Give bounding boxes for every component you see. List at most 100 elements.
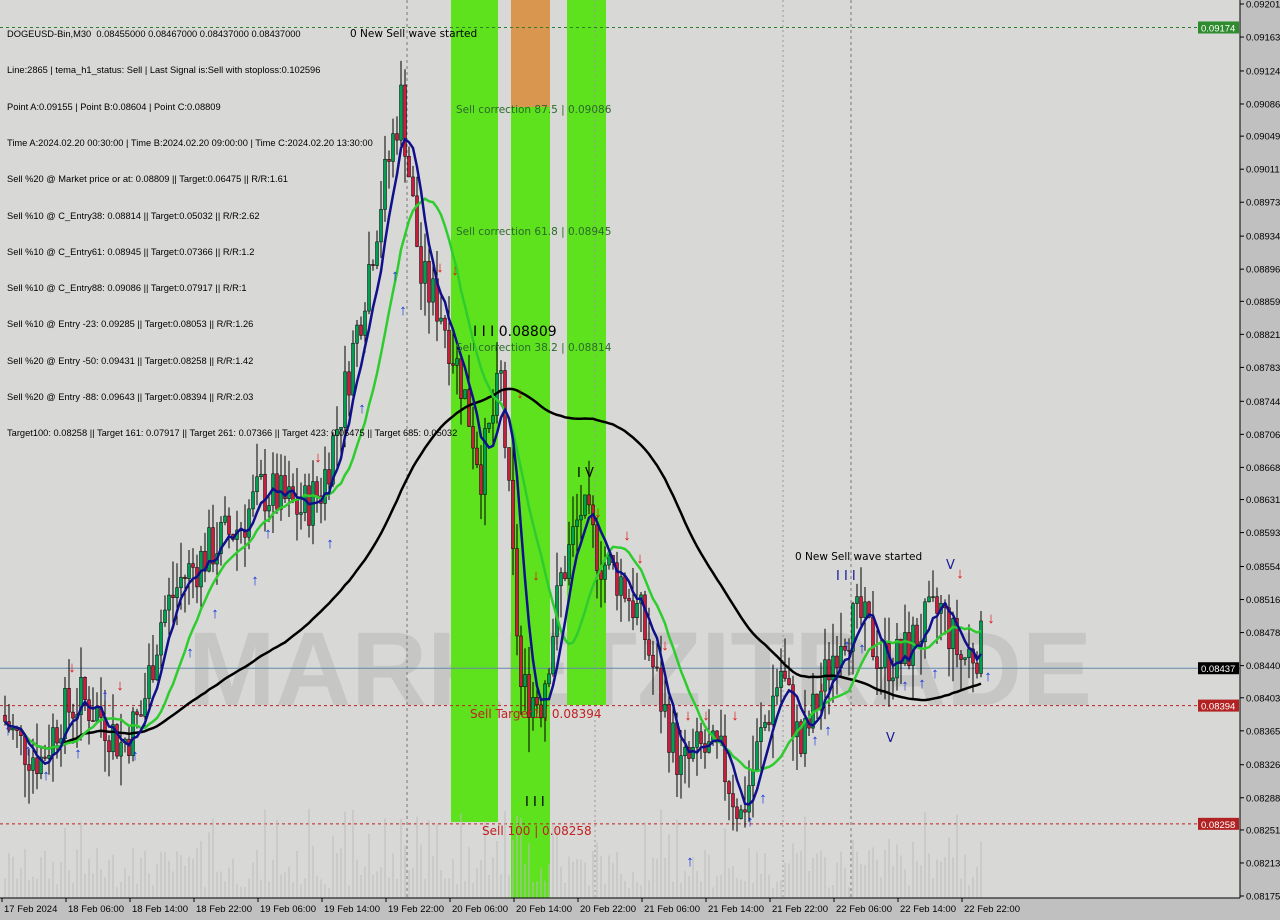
candle (403, 84, 407, 157)
y-tick-label: 0.08934 (1246, 232, 1280, 243)
candle (31, 757, 35, 771)
y-tick-label: 0.08251 (1246, 825, 1280, 836)
candle (543, 683, 547, 719)
candle (851, 603, 855, 652)
candle (783, 670, 787, 679)
candle (579, 515, 583, 521)
candle (683, 747, 687, 756)
candle (663, 704, 667, 712)
buy-arrow-icon: ↑ (101, 687, 109, 704)
candle (751, 769, 755, 786)
candle (247, 508, 251, 538)
correction-382-label: Sell correction 38.2 | 0.08814 (456, 342, 612, 354)
sell-arrow-icon: ↓ (116, 677, 124, 694)
buy-arrow-icon: ↑ (918, 675, 926, 692)
y-tick-label: 0.08593 (1246, 528, 1280, 539)
candle (251, 491, 255, 510)
candle (855, 596, 859, 604)
candle (567, 544, 571, 580)
candle (599, 570, 603, 580)
x-tick-label: 21 Feb 22:00 (772, 904, 828, 915)
candle (35, 757, 39, 774)
x-tick-label: 20 Feb 06:00 (452, 904, 508, 915)
info-line: Sell %10 @ Entry -23: 0.09285 || Target:… (7, 319, 254, 330)
y-tick-label: 0.09086 (1246, 99, 1280, 110)
sell-arrow-icon: ↓ (594, 504, 602, 521)
y-tick-label: 0.08516 (1246, 595, 1280, 606)
candle (627, 598, 631, 602)
candle (191, 563, 195, 568)
candle (667, 704, 671, 753)
candle (11, 727, 15, 731)
candle (363, 310, 367, 336)
candle (935, 596, 939, 614)
candle (651, 654, 655, 668)
candle (111, 724, 115, 753)
candle (907, 632, 911, 666)
y-tick-label: 0.08554 (1246, 562, 1280, 573)
candle (539, 704, 543, 719)
buy-arrow-icon: ↑ (358, 400, 366, 417)
candle (803, 718, 807, 754)
candle (43, 756, 47, 759)
buy-arrow-icon: ↑ (858, 640, 866, 657)
wave-v-label: V (946, 558, 955, 573)
wave-iii-label: I I I (836, 569, 856, 584)
candle (255, 476, 259, 493)
buy-arrow-icon: ↑ (984, 668, 992, 685)
ma-fast-line (4, 137, 983, 806)
candle (307, 485, 311, 526)
x-tick-label: 20 Feb 22:00 (580, 904, 636, 915)
x-tick-label: 17 Feb 2024 (4, 904, 57, 915)
candle (259, 473, 263, 478)
candle (775, 687, 779, 697)
candle (51, 727, 55, 756)
sell-arrow-icon: ↓ (956, 565, 964, 582)
sell-arrow-icon: ↓ (451, 262, 459, 279)
candle (343, 371, 347, 428)
candle (379, 209, 383, 243)
buy-arrow-icon: ↑ (901, 677, 909, 694)
candle (731, 793, 735, 808)
candle (527, 674, 531, 718)
candle (219, 522, 223, 554)
candle (451, 363, 455, 366)
buy-arrow-icon: ↑ (931, 665, 939, 682)
candle (879, 667, 883, 669)
candle (455, 358, 459, 366)
candle (399, 84, 403, 141)
y-tick-label: 0.08821 (1246, 330, 1280, 341)
candle (391, 133, 395, 162)
y-tick-label: 0.08973 (1246, 198, 1280, 209)
sell-arrow-icon: ↓ (987, 610, 995, 627)
candle (619, 576, 623, 596)
candle (151, 665, 155, 681)
candle (583, 494, 587, 516)
candle (559, 572, 563, 587)
candle (871, 617, 875, 657)
price-tag-label: 0.08394 (1201, 702, 1235, 713)
candle (147, 665, 151, 699)
candle (735, 806, 739, 819)
y-tick-label: 0.09049 (1246, 132, 1280, 143)
buy-arrow-icon: ↑ (251, 572, 259, 589)
info-line: Sell %10 @ C_Entry88: 0.09086 || Target:… (7, 283, 247, 294)
candle (655, 666, 659, 669)
y-tick-label: 0.09163 (1246, 33, 1280, 44)
candle (39, 756, 43, 774)
candle (475, 447, 479, 466)
buy-arrow-icon: ↑ (24, 742, 32, 759)
candle (163, 609, 167, 623)
candle (679, 755, 683, 775)
candle (323, 469, 327, 504)
candle (179, 576, 183, 588)
wave-label: 0 New Sell wave started (350, 28, 478, 40)
candle (743, 809, 747, 813)
buy-arrow-icon: ↑ (186, 644, 194, 661)
candle (915, 624, 919, 647)
candle (447, 329, 451, 364)
x-tick-label: 18 Feb 14:00 (132, 904, 188, 915)
candle (299, 512, 303, 515)
symbol-line: DOGEUSD-Bin,M30 0.08455000 0.08467000 0.… (7, 29, 301, 40)
